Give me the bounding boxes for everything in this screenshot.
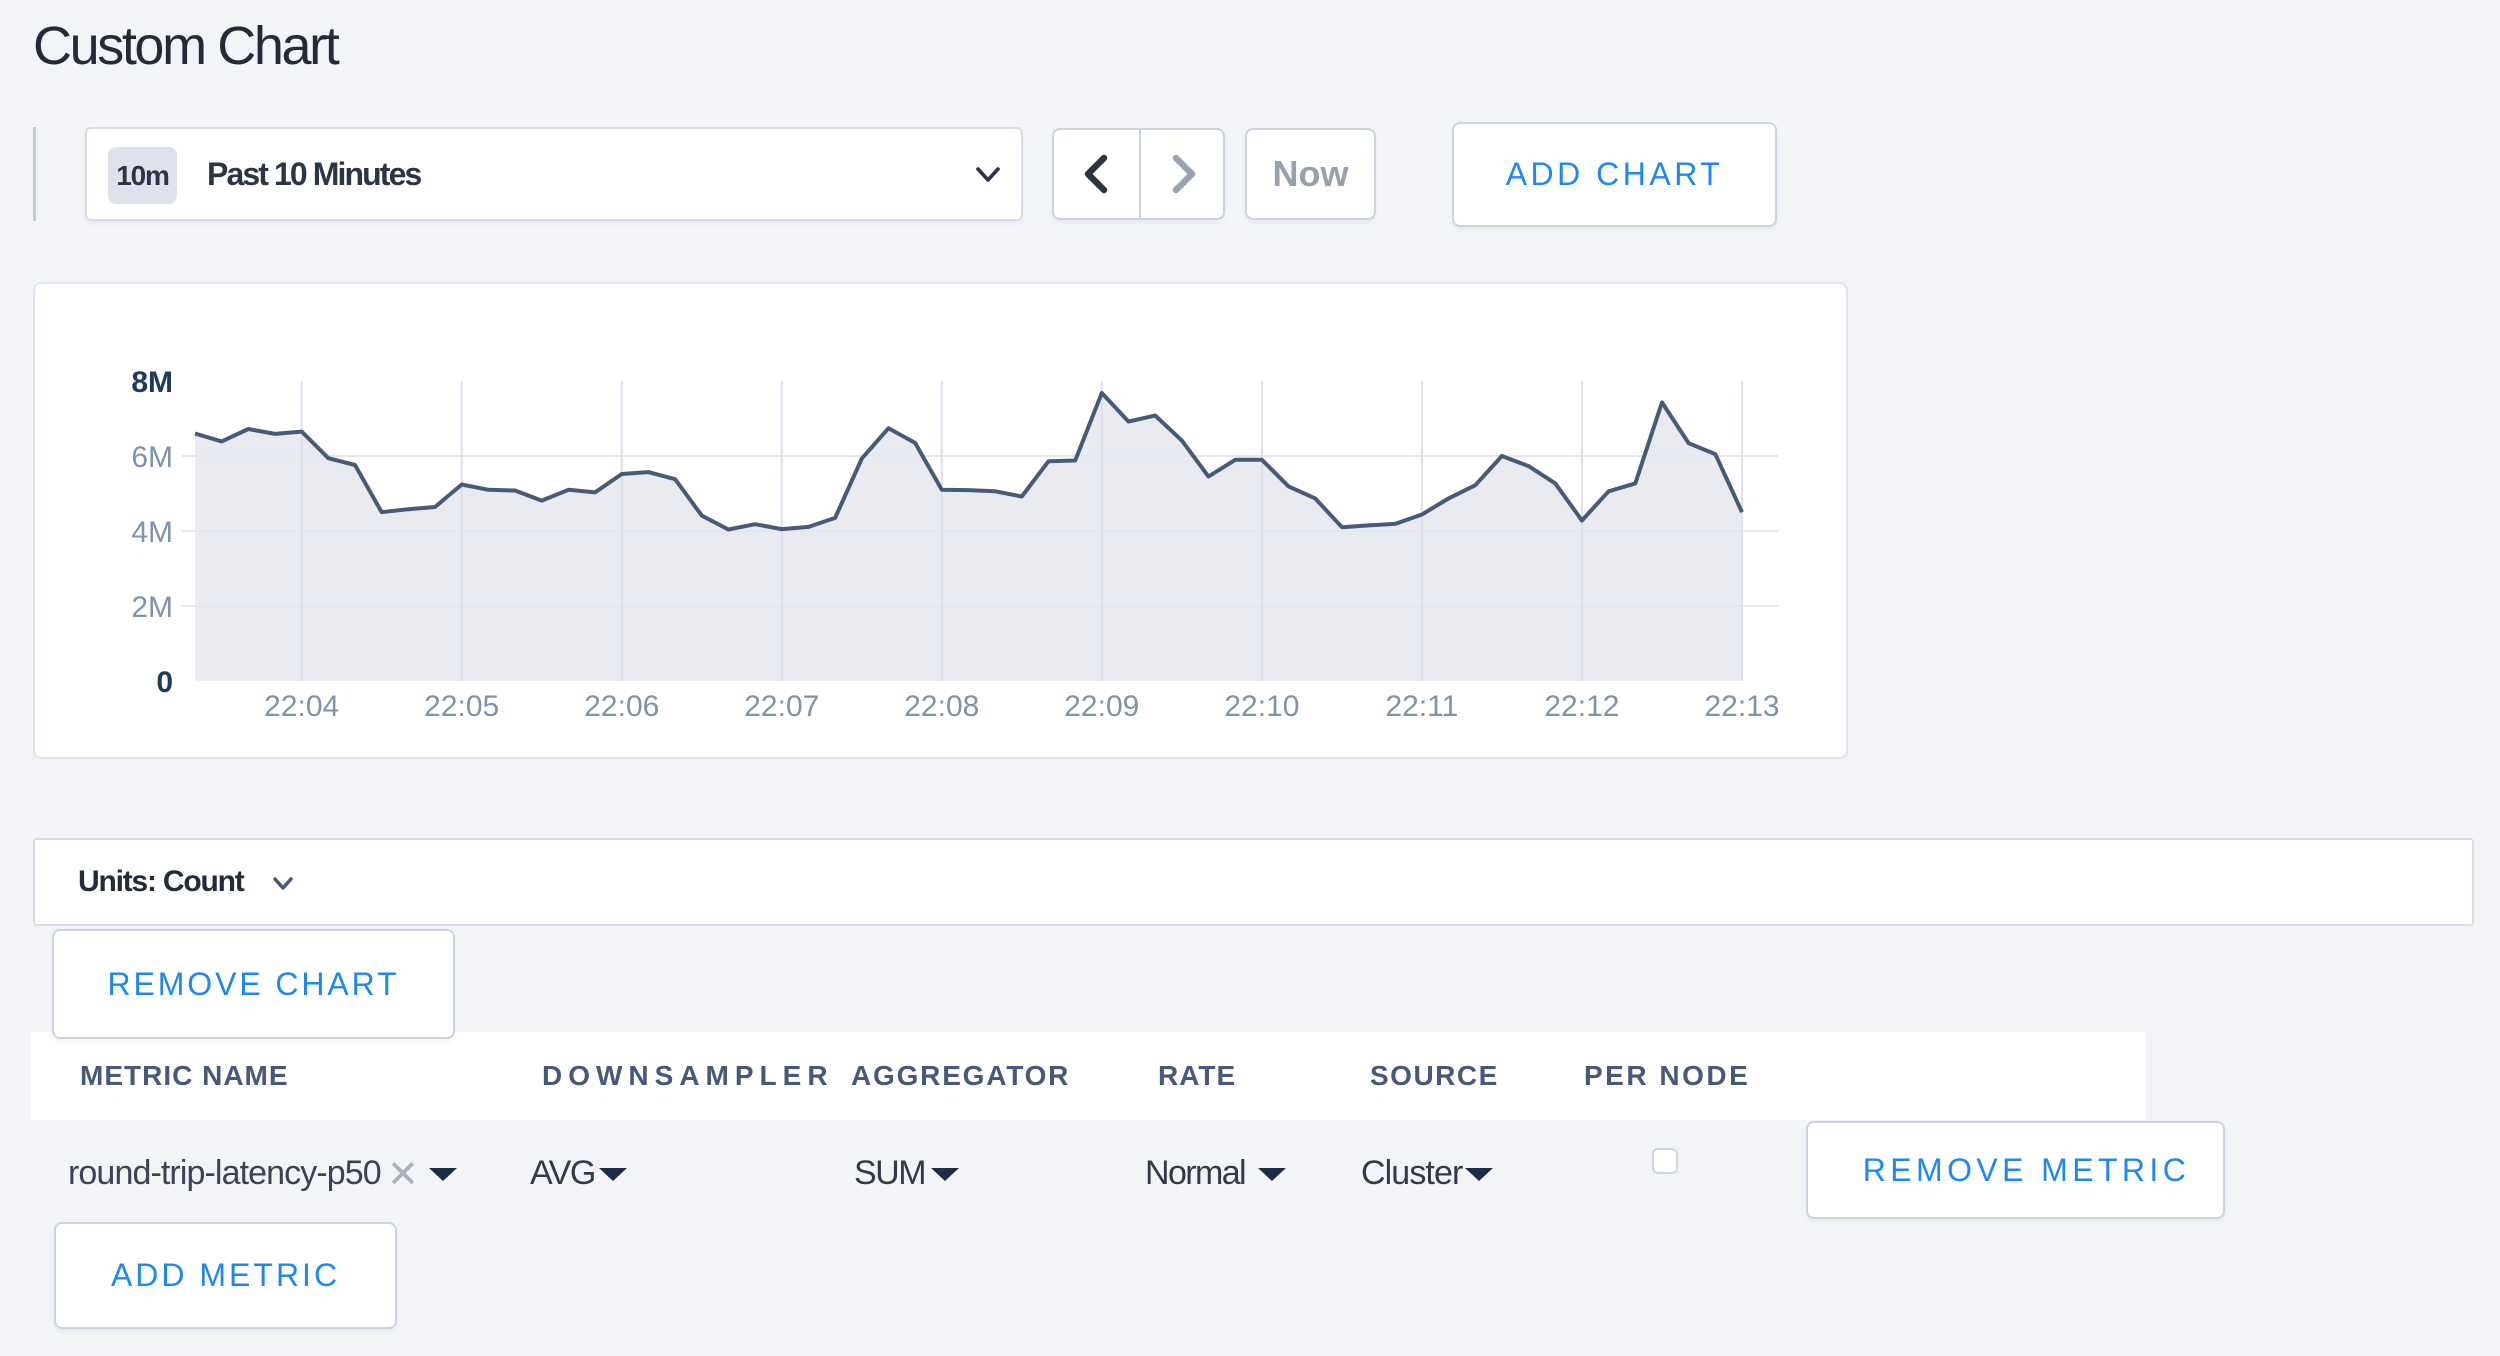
svg-text:22:13: 22:13 <box>1704 690 1779 723</box>
svg-text:22:06: 22:06 <box>584 690 659 723</box>
svg-text:4M: 4M <box>131 516 173 549</box>
svg-text:22:10: 22:10 <box>1224 690 1299 723</box>
svg-text:22:11: 22:11 <box>1385 690 1458 723</box>
svg-text:0: 0 <box>156 666 173 699</box>
svg-text:22:05: 22:05 <box>424 690 499 723</box>
svg-text:22:04: 22:04 <box>264 690 339 723</box>
svg-text:22:07: 22:07 <box>744 690 819 723</box>
svg-text:2M: 2M <box>131 591 173 624</box>
svg-text:22:12: 22:12 <box>1544 690 1619 723</box>
svg-text:22:09: 22:09 <box>1064 690 1139 723</box>
svg-text:8M: 8M <box>131 366 173 399</box>
svg-text:22:08: 22:08 <box>904 690 979 723</box>
svg-text:6M: 6M <box>131 441 173 474</box>
